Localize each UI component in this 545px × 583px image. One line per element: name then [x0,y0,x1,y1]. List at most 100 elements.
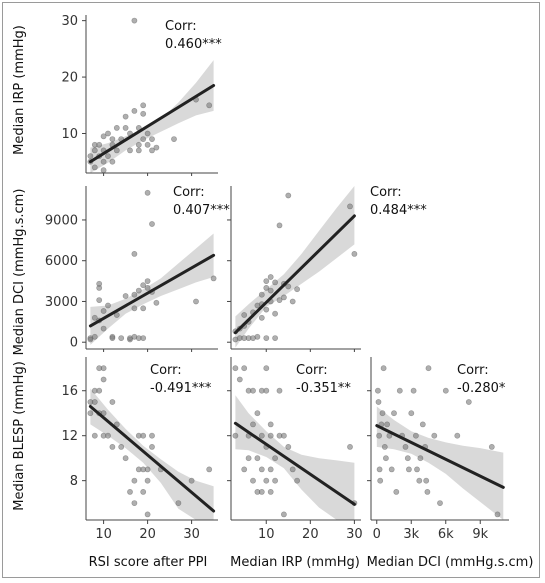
data-point-p21 [149,221,155,227]
data-point-p21 [193,298,199,305]
data-point-p33 [419,421,426,428]
data-point-p32 [267,466,274,473]
data-point-p32 [285,443,292,450]
data-point-p11 [149,147,155,154]
data-point-p11 [96,141,103,148]
data-point-p31 [149,432,155,439]
corr-value-p21: 0.407*** [173,203,230,218]
data-point-p31 [109,443,116,450]
ylabel-dci: Median DCI (mmHg.s.cm) [12,189,27,356]
y-tick-label-p11: 30 [61,14,78,29]
data-point-p21 [131,291,138,298]
data-point-p21 [96,280,103,287]
ci-band-p11 [90,60,214,173]
data-point-p22 [276,297,283,303]
corr-label-p31: Corr: [150,363,182,378]
ci-band-p31 [90,388,214,520]
data-point-p33 [376,466,383,473]
data-point-p32 [258,488,265,495]
data-point-p11 [171,136,177,142]
y-tick-label-p21: 6000 [45,254,78,269]
fit-line-p32 [233,421,356,506]
xlabel-rsi: RSI score after PPI [89,555,208,570]
data-point-p11 [144,141,151,148]
data-point-p32 [294,477,300,484]
data-point-p32 [267,421,274,428]
data-point-p31 [91,432,98,439]
corr-label-p32: Corr: [296,363,328,378]
data-point-p33 [404,455,411,462]
data-point-p21 [91,333,98,340]
x-tick-label-p31: 10 [95,527,112,542]
x-tick-label-p32: 30 [346,527,363,542]
data-point-p32 [254,410,261,417]
fit-line-p31 [88,405,216,513]
data-point-p11 [206,102,213,109]
data-point-p32 [263,387,270,394]
data-point-p31 [140,432,147,439]
data-point-p21 [210,275,217,282]
data-point-p33 [381,443,388,450]
data-point-p31 [100,376,107,383]
data-point-p32 [250,477,256,484]
data-point-p11 [113,125,120,131]
data-point-p32 [280,432,287,439]
data-point-p21 [131,305,138,312]
data-point-p22 [280,294,287,301]
data-point-p31 [188,477,195,484]
data-point-p22 [272,310,278,317]
data-point-p11 [100,158,107,165]
data-point-p31 [144,466,151,473]
x-tick-label-p33: 0 [373,527,381,542]
data-point-p21 [100,325,107,332]
data-point-p33 [437,500,443,506]
data-point-p11 [153,144,160,151]
data-point-p11 [109,158,116,165]
data-point-p21 [91,314,98,321]
ylabel-irp: Median IRP (mmHg) [12,25,27,155]
data-point-p32 [232,432,239,439]
data-point-p32 [272,477,278,484]
data-point-p22 [267,274,274,280]
data-point-p11 [135,141,142,148]
data-point-p31 [105,432,111,439]
data-point-p22 [285,192,292,199]
data-point-p22 [285,283,292,290]
y-tick-label-p21: 9000 [45,213,78,228]
data-point-p22 [263,335,270,341]
data-point-p11 [140,102,147,109]
data-point-p11 [131,17,138,24]
data-point-p31 [118,443,125,450]
data-point-p21 [100,308,107,314]
data-point-p11 [113,147,120,154]
corr-value-p11: 0.460*** [165,37,222,52]
data-point-p32 [258,466,265,473]
data-point-p22 [289,298,296,305]
data-point-p33 [431,432,438,439]
data-point-p11 [140,136,147,142]
data-point-p33 [376,432,382,439]
data-point-p32 [236,376,243,383]
data-point-p21 [109,335,116,341]
corr-label-p21: Corr: [173,185,205,200]
y-tick-label-p31: 16 [61,384,78,399]
data-point-p21 [140,305,147,312]
data-point-p11 [87,153,94,159]
data-point-p11 [122,125,129,131]
data-point-p32 [267,488,274,495]
data-point-p31 [175,500,182,506]
data-point-p31 [131,477,138,484]
data-point-p33 [424,488,431,495]
data-point-p22 [254,333,261,340]
data-point-p11 [91,164,98,171]
data-point-p11 [140,110,147,117]
x-tick-label-p31: 30 [183,527,200,542]
data-point-p33 [391,410,397,417]
x-tick-label-p31: 20 [139,527,156,542]
data-point-p32 [263,477,270,484]
data-point-p33 [454,432,461,439]
figure-frame [2,2,540,578]
data-point-p31 [149,443,155,450]
fit-line-p22 [233,214,356,335]
data-point-p31 [96,387,103,394]
